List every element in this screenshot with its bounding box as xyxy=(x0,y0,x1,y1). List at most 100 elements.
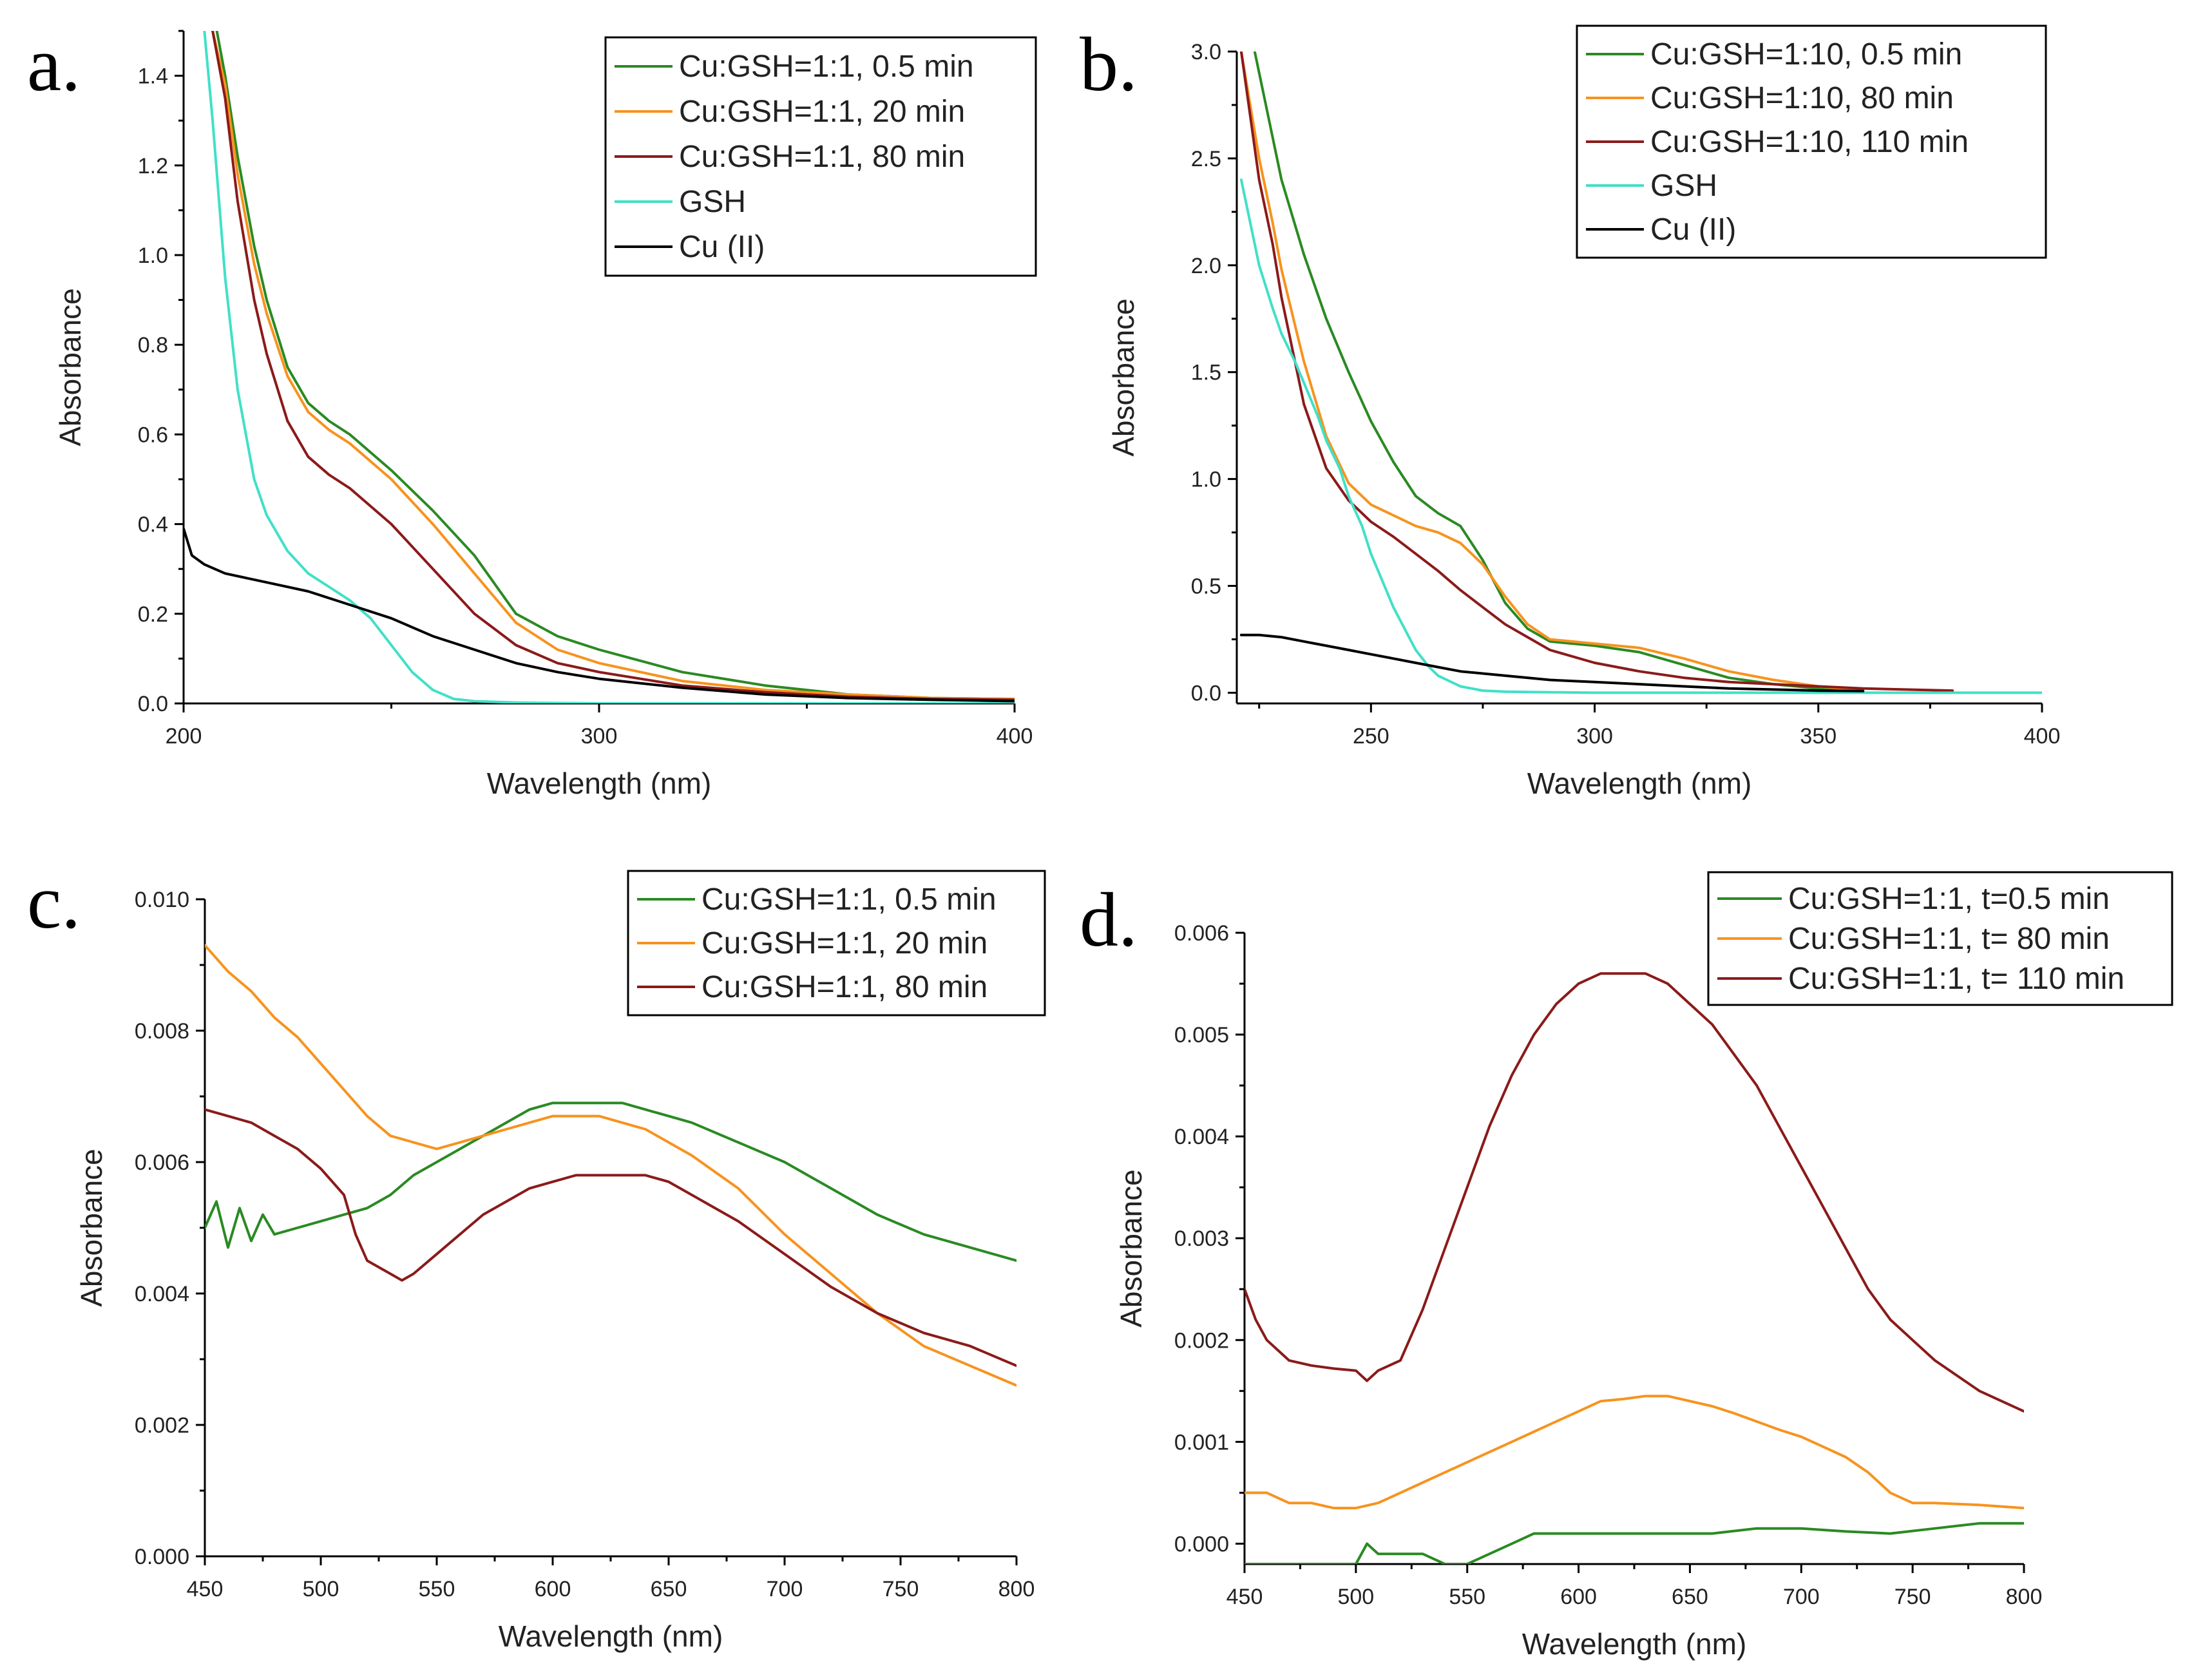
legend-entry: Cu:GSH=1:1, 20 min xyxy=(701,926,988,960)
x-axis-title: Wavelength (nm) xyxy=(487,767,712,800)
y-tick-label: 1.0 xyxy=(1191,468,1221,492)
x-tick-label: 300 xyxy=(581,724,618,749)
x-tick-label: 700 xyxy=(767,1577,803,1601)
y-tick-label: 0.000 xyxy=(1174,1532,1229,1556)
legend-entry: GSH xyxy=(679,185,746,219)
y-tick-label: 0.004 xyxy=(135,1282,189,1306)
x-tick-label: 250 xyxy=(1353,724,1389,749)
x-tick-label: 450 xyxy=(1226,1585,1263,1609)
y-tick-label: 0.002 xyxy=(1174,1328,1229,1353)
legend-entry: Cu (II) xyxy=(1650,213,1736,247)
series-line-3 xyxy=(205,1108,1016,1368)
y-tick-label: 0.0 xyxy=(1191,681,1221,705)
series-line-4 xyxy=(1239,178,2042,694)
y-tick-label: 0.003 xyxy=(1174,1227,1229,1251)
x-tick-label: 600 xyxy=(1560,1585,1597,1609)
x-axis-title: Wavelength (nm) xyxy=(1522,1627,1747,1661)
legend-entry: Cu:GSH=1:10, 0.5 min xyxy=(1650,37,1962,72)
x-tick-label: 700 xyxy=(1783,1585,1820,1609)
y-tick-label: 1.2 xyxy=(138,154,168,178)
series-line-2 xyxy=(205,944,1016,1387)
x-tick-label: 600 xyxy=(535,1577,571,1601)
series-line-5 xyxy=(1239,633,1865,692)
y-axis-title: Absorbance xyxy=(1114,1169,1148,1328)
x-tick-label: 300 xyxy=(1576,724,1613,749)
chart-panel-1: a. 200 300 400 0.0 0.2 0.4 0.6 0.8 1.0 1.2 1.4 Wavel… xyxy=(27,21,1037,800)
y-tick-label: 0.006 xyxy=(1174,921,1229,946)
y-tick-label: 0.8 xyxy=(138,333,168,358)
y-tick-label: 0.002 xyxy=(135,1413,189,1438)
panel-label: a. xyxy=(27,21,81,107)
y-tick-label: 0.008 xyxy=(135,1019,189,1044)
x-tick-label: 650 xyxy=(1672,1585,1708,1609)
series-line-3 xyxy=(1245,972,2024,1413)
series-line-1 xyxy=(205,1102,1016,1262)
legend-box xyxy=(1576,24,2047,259)
x-tick-label: 350 xyxy=(1800,724,1837,749)
panel-label: d. xyxy=(1080,877,1138,962)
legend-entry: Cu (II) xyxy=(679,230,765,264)
y-tick-label: 1.0 xyxy=(138,243,168,268)
legend-entry: Cu:GSH=1:1, 20 min xyxy=(679,95,965,129)
x-tick-label: 750 xyxy=(883,1577,919,1601)
y-tick-label: 0.006 xyxy=(135,1150,189,1175)
y-tick-label: 1.4 xyxy=(138,64,168,89)
x-tick-label: 400 xyxy=(2024,724,2061,749)
legend-box xyxy=(1707,871,2173,1006)
chart-panel-3: c. 450 500 550 600 650 700 750 800 0.000 0.002 0.00… xyxy=(27,859,1046,1653)
x-tick-label: 800 xyxy=(2006,1585,2043,1609)
legend-entry: Cu:GSH=1:1, t= 110 min xyxy=(1788,962,2124,996)
y-tick-label: 0.001 xyxy=(1174,1430,1229,1455)
panel-label: b. xyxy=(1080,21,1138,107)
y-tick-label: 0.6 xyxy=(138,423,168,447)
legend-entry: Cu:GSH=1:1, 0.5 min xyxy=(701,883,997,917)
x-tick-label: 550 xyxy=(1449,1585,1485,1609)
chart-panel-2: b. 250 300 350 400 0.0 0.5 1.0 1.5 2.0 2.5 3.0 Wavel… xyxy=(1080,21,2060,800)
y-tick-label: 0.004 xyxy=(1174,1125,1229,1149)
legend-entry: GSH xyxy=(1650,169,1717,203)
y-tick-label: 0.2 xyxy=(138,602,168,627)
legend-box xyxy=(627,870,1046,1017)
x-tick-label: 500 xyxy=(1337,1585,1374,1609)
legend-entry: Cu:GSH=1:10, 110 min xyxy=(1650,125,1969,159)
series-line-2 xyxy=(211,31,1015,700)
legend-entry: Cu:GSH=1:10, 80 min xyxy=(1650,81,1954,115)
legend-box xyxy=(604,36,1037,277)
y-tick-label: 0.4 xyxy=(138,513,168,537)
y-axis-title: Absorbance xyxy=(1107,298,1140,457)
legend-entry: Cu:GSH=1:1, t=0.5 min xyxy=(1788,882,2110,916)
y-tick-label: 1.5 xyxy=(1191,361,1221,385)
y-tick-label: 0.010 xyxy=(135,888,189,912)
series-line-2 xyxy=(1239,52,1865,692)
legend-entry: Cu:GSH=1:1, t= 80 min xyxy=(1788,922,2110,956)
legend-entry: Cu:GSH=1:1, 80 min xyxy=(679,140,965,174)
x-tick-label: 550 xyxy=(419,1577,455,1601)
y-tick-label: 0.5 xyxy=(1191,575,1221,599)
x-tick-label: 650 xyxy=(651,1577,687,1601)
y-tick-label: 2.5 xyxy=(1191,147,1221,171)
y-tick-label: 2.0 xyxy=(1191,254,1221,278)
series-line-5 xyxy=(184,527,1015,703)
series-line-2 xyxy=(1245,1395,2024,1510)
x-tick-label: 750 xyxy=(1894,1585,1931,1609)
y-tick-label: 0.000 xyxy=(135,1545,189,1569)
chart-panel-4: d. 450 500 550 600 650 700 750 800 0.000 0.001 0.00… xyxy=(1080,871,2173,1661)
series-line-3 xyxy=(1239,52,1954,692)
x-tick-label: 200 xyxy=(166,724,202,749)
y-axis-title: Absorbance xyxy=(75,1149,108,1307)
series-line-4 xyxy=(203,31,1015,703)
series-line-1 xyxy=(215,31,1015,700)
y-tick-label: 0.005 xyxy=(1174,1023,1229,1047)
series-line-1 xyxy=(1253,52,1865,692)
series-line-1 xyxy=(1245,1522,2024,1564)
y-tick-label: 3.0 xyxy=(1191,40,1221,64)
legend-entry: Cu:GSH=1:1, 80 min xyxy=(701,970,988,1004)
y-tick-label: 0.0 xyxy=(138,692,168,716)
y-axis-title: Absorbance xyxy=(53,288,87,446)
x-tick-label: 800 xyxy=(998,1577,1035,1601)
x-tick-label: 450 xyxy=(187,1577,224,1601)
panel-label: c. xyxy=(27,859,81,944)
legend-entry: Cu:GSH=1:1, 0.5 min xyxy=(679,50,974,84)
